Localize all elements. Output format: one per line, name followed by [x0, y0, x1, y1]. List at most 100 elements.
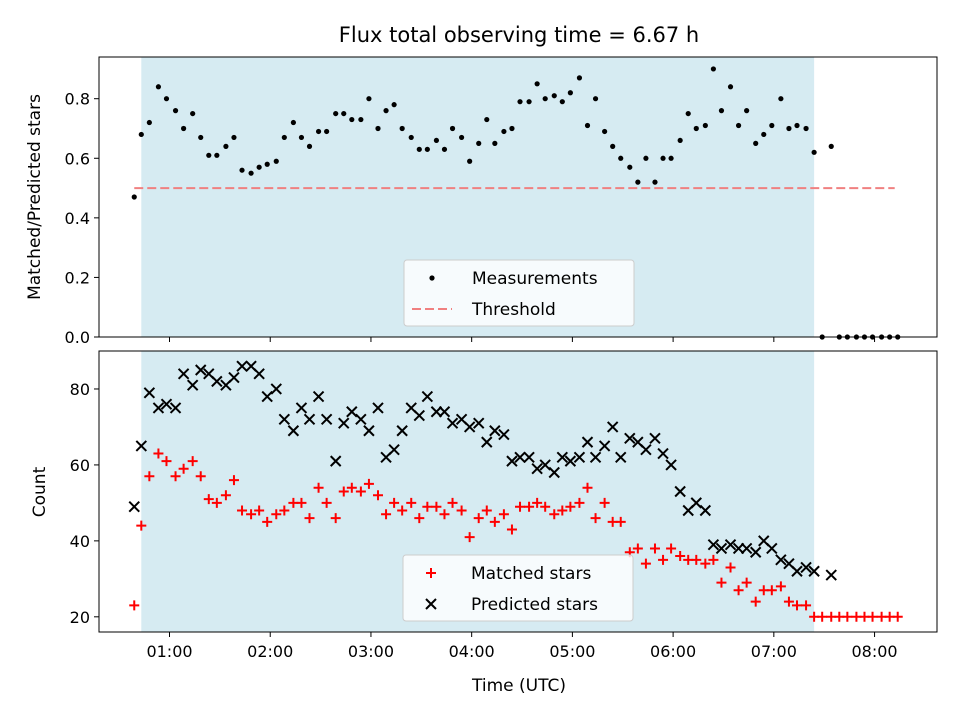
data-point	[211, 375, 223, 388]
data-point	[270, 383, 282, 395]
data-point	[372, 402, 384, 414]
data-point	[143, 387, 156, 399]
data-point	[446, 417, 459, 429]
data-point	[264, 161, 270, 167]
plot-frame	[98, 350, 938, 633]
data-point	[177, 368, 190, 380]
data-point	[716, 577, 727, 588]
data-point	[187, 456, 198, 467]
data-point	[791, 600, 802, 611]
data-point	[355, 486, 366, 497]
data-point	[271, 509, 282, 520]
data-point	[825, 569, 837, 581]
data-point	[715, 542, 728, 555]
data-point	[635, 179, 641, 185]
x-tick-label: 04:00	[449, 642, 495, 661]
y-tick-label: 40	[70, 532, 90, 551]
top-y-axis-label: Matched/Predicted stars	[25, 94, 45, 300]
data-point	[523, 451, 535, 464]
data-point	[355, 413, 367, 426]
data-point	[172, 108, 179, 114]
data-point	[867, 611, 878, 622]
data-point	[685, 110, 691, 117]
data-point	[540, 501, 551, 512]
data-point	[735, 122, 742, 129]
data-point	[136, 520, 147, 531]
top-panel-ratio-plot: 0.0 0.2 0.4 0.6 0.8 Measurements Threshold	[65, 56, 938, 347]
data-point	[408, 134, 414, 141]
data-point	[414, 513, 425, 524]
data-point	[161, 456, 172, 467]
data-point	[574, 497, 585, 508]
data-point	[211, 497, 222, 508]
data-point	[718, 108, 725, 114]
data-point	[769, 122, 775, 129]
data-point	[422, 501, 433, 512]
data-point	[800, 561, 812, 574]
data-point	[153, 448, 164, 459]
data-point	[333, 110, 339, 117]
data-point	[808, 565, 820, 577]
data-point	[539, 459, 551, 471]
data-point	[567, 90, 573, 96]
data-point	[186, 379, 199, 391]
data-point	[674, 485, 686, 498]
series-predicted-stars	[128, 360, 837, 581]
y-tick-label: 0.0	[65, 328, 90, 347]
legend-label: Matched stars	[471, 564, 591, 584]
data-point	[531, 463, 543, 475]
data-point	[610, 143, 616, 149]
data-point	[724, 538, 737, 551]
data-point	[295, 402, 308, 414]
data-point	[559, 99, 565, 105]
data-point	[557, 505, 568, 516]
data-point	[383, 108, 389, 114]
data-point	[778, 96, 784, 102]
data-point	[842, 611, 853, 622]
data-point	[223, 143, 229, 149]
data-point	[640, 558, 651, 569]
data-point	[396, 425, 408, 437]
data-point	[203, 494, 214, 505]
y-tick-label: 0.6	[65, 149, 90, 168]
data-point	[473, 417, 485, 429]
data-point	[803, 125, 809, 132]
data-point	[228, 371, 240, 384]
x-tick-label: 08:00	[851, 642, 897, 661]
data-point	[341, 110, 347, 117]
data-point	[517, 99, 523, 105]
data-point	[195, 471, 206, 482]
series-measurements	[131, 66, 901, 340]
data-point	[740, 542, 753, 555]
data-point	[761, 131, 767, 138]
data-point	[481, 505, 492, 516]
data-point	[324, 128, 330, 135]
data-point	[584, 122, 591, 129]
data-point	[253, 368, 265, 380]
data-point	[551, 93, 557, 99]
data-point	[449, 125, 456, 132]
data-point	[599, 497, 610, 508]
data-point	[766, 585, 777, 596]
data-point	[155, 84, 162, 90]
data-point	[381, 509, 392, 520]
data-point	[801, 600, 812, 611]
data-point	[624, 432, 636, 445]
data-point	[363, 425, 375, 437]
data-point	[287, 425, 300, 437]
data-point	[312, 390, 325, 403]
data-point	[592, 96, 599, 102]
data-point	[775, 581, 786, 592]
data-point	[643, 155, 649, 161]
data-point	[236, 360, 248, 372]
data-point	[750, 596, 761, 607]
data-point	[484, 116, 490, 123]
data-point	[606, 421, 619, 433]
data-point	[509, 125, 515, 132]
data-point	[303, 413, 316, 426]
data-point	[416, 146, 422, 152]
data-point	[665, 459, 677, 471]
data-point	[152, 402, 165, 414]
data-point	[658, 554, 669, 565]
